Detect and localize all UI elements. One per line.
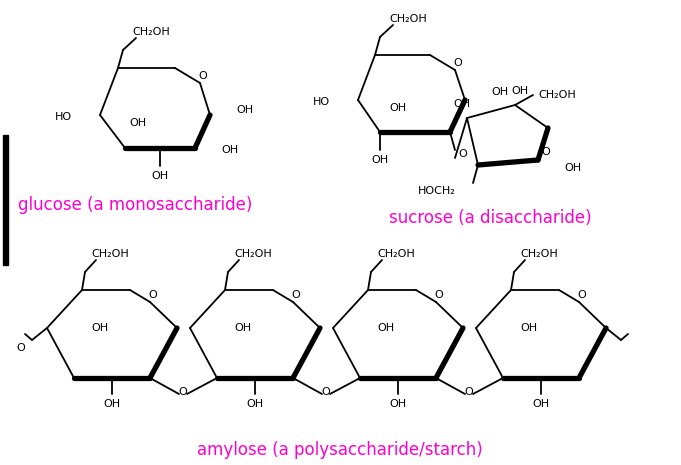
Text: OH: OH	[454, 99, 471, 109]
Text: O: O	[148, 290, 157, 300]
Text: O: O	[199, 71, 208, 81]
Text: OH: OH	[377, 323, 394, 333]
Text: OH: OH	[234, 323, 251, 333]
Text: CH₂OH: CH₂OH	[91, 249, 129, 259]
Bar	[3, 135, 8, 265]
Text: O: O	[16, 343, 25, 353]
Text: OH: OH	[491, 87, 508, 97]
Text: O: O	[541, 147, 550, 157]
Text: OH: OH	[390, 103, 407, 113]
Text: O: O	[464, 387, 473, 397]
Text: OH: OH	[371, 155, 389, 165]
Text: CH₂OH: CH₂OH	[389, 14, 427, 24]
Text: HOCH₂: HOCH₂	[418, 186, 456, 196]
Text: O: O	[321, 387, 330, 397]
Text: O: O	[458, 149, 467, 159]
Text: CH₂OH: CH₂OH	[234, 249, 272, 259]
Text: HO: HO	[55, 112, 72, 122]
Text: O: O	[454, 58, 462, 68]
Text: CH₂OH: CH₂OH	[377, 249, 415, 259]
Text: glucose (a monosaccharide): glucose (a monosaccharide)	[18, 196, 252, 214]
Text: OH: OH	[151, 171, 169, 181]
Text: O: O	[577, 290, 586, 300]
Text: HO: HO	[313, 97, 330, 107]
Text: OH: OH	[129, 118, 146, 128]
Text: CH₂OH: CH₂OH	[132, 27, 170, 37]
Text: OH: OH	[533, 399, 550, 409]
Text: OH: OH	[104, 399, 121, 409]
Text: OH: OH	[390, 399, 407, 409]
Text: CH₂OH: CH₂OH	[538, 90, 576, 100]
Text: amylose (a polysaccharide/starch): amylose (a polysaccharide/starch)	[197, 441, 483, 459]
Text: CH₂OH: CH₂OH	[520, 249, 558, 259]
Text: OH: OH	[247, 399, 264, 409]
Text: O: O	[291, 290, 300, 300]
Text: sucrose (a disaccharide): sucrose (a disaccharide)	[389, 209, 591, 227]
Text: OH: OH	[520, 323, 537, 333]
Text: OH: OH	[564, 163, 581, 173]
Text: O: O	[434, 290, 443, 300]
Text: O: O	[178, 387, 187, 397]
Text: OH: OH	[91, 323, 108, 333]
Text: OH: OH	[511, 86, 528, 96]
Text: OH: OH	[221, 145, 238, 155]
Text: OH: OH	[236, 105, 253, 115]
